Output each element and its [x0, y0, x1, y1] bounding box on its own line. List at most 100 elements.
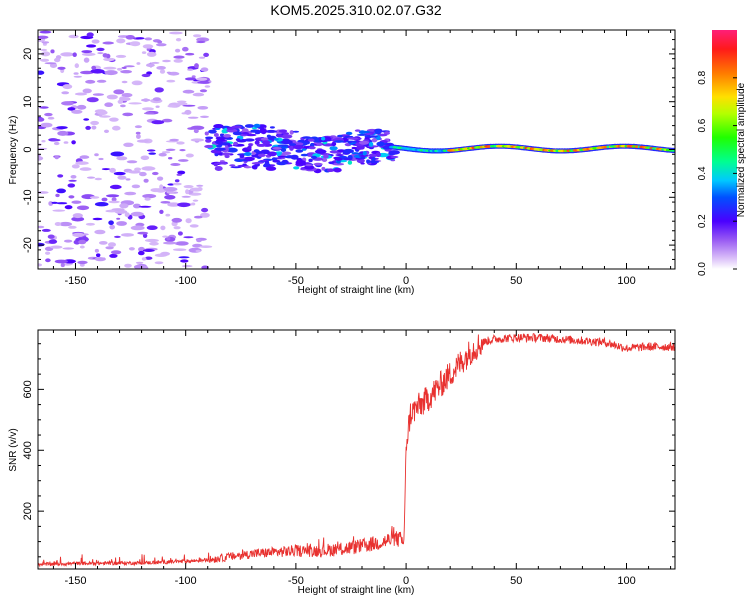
heatmap-blob — [134, 82, 142, 85]
heatmap-blob — [133, 203, 141, 209]
heatmap-blob — [242, 163, 247, 166]
heatmap-blob — [343, 148, 354, 154]
heatmap-blob — [161, 151, 171, 154]
heatmap-blob — [130, 225, 145, 231]
heatmap-blob — [337, 134, 343, 138]
heatmap-blob — [146, 51, 157, 57]
heatmap-blob — [241, 128, 249, 133]
heatmap-blob — [126, 160, 138, 164]
heatmap-blob — [142, 249, 155, 252]
x-tick-label: -50 — [288, 275, 304, 287]
heatmap-blob — [260, 149, 270, 155]
heatmap-blob — [135, 261, 144, 264]
heatmap-blob — [124, 263, 132, 268]
heatmap-blob — [73, 75, 83, 78]
heatmap-blob — [200, 67, 209, 72]
heatmap-blob — [68, 195, 75, 199]
heatmap-blob — [166, 71, 172, 74]
heatmap-blob — [193, 215, 203, 219]
heatmap-blob — [302, 136, 311, 139]
heatmap-blob — [261, 140, 271, 145]
heatmap-blob — [60, 52, 74, 57]
heatmap-blob — [52, 209, 66, 212]
heatmap-blob — [54, 57, 61, 63]
heatmap-blob — [68, 179, 77, 182]
heatmap-blob — [108, 220, 114, 225]
heatmap-blob — [301, 148, 307, 151]
heatmap-blob — [314, 149, 327, 154]
heatmap-blob — [290, 154, 299, 160]
heatmap-blob — [90, 69, 105, 74]
x-tick-label: -150 — [64, 575, 86, 587]
heatmap-blob — [178, 256, 190, 259]
heatmap-blob — [141, 257, 147, 261]
heatmap-blob — [199, 245, 213, 248]
heatmap-blob — [116, 38, 126, 44]
heatmap-blob — [321, 166, 326, 171]
heatmap-blob — [141, 166, 156, 171]
heatmap-blob — [96, 47, 105, 52]
heatmap-blob — [112, 125, 121, 131]
heatmap-blob — [86, 32, 94, 37]
heatmap-blob — [50, 245, 63, 249]
heatmap-blob — [368, 156, 373, 159]
heatmap-blob — [198, 56, 206, 59]
colorbar-tick-label: 0.0 — [697, 262, 708, 276]
heatmap-blob — [146, 225, 158, 230]
heatmap-blob — [190, 125, 205, 130]
heatmap-blob — [134, 167, 142, 172]
heatmap-blob — [185, 218, 192, 224]
heatmap-blob — [157, 40, 163, 44]
heatmap-blob — [214, 166, 223, 171]
heatmap-blob — [184, 77, 197, 81]
heatmap-blob — [201, 265, 209, 269]
heatmap-blob — [166, 79, 176, 83]
heatmap-blob — [85, 79, 96, 84]
heatmap-blob — [128, 102, 142, 105]
heatmap-blob — [213, 133, 219, 137]
heatmap-blob — [308, 146, 316, 150]
heatmap-blob — [76, 104, 87, 110]
heatmap-blob — [96, 79, 107, 83]
heatmap-blob — [85, 222, 95, 226]
heatmap-blob — [113, 171, 126, 176]
heatmap-blob — [313, 162, 323, 166]
heatmap-blob — [215, 148, 224, 151]
colorbar-label: Normalized spectral amplitude — [736, 82, 747, 217]
heatmap-blob — [281, 151, 292, 155]
heatmap-blob — [293, 144, 304, 150]
heatmap-blob — [38, 70, 45, 75]
colorbar-tick-label: 0.6 — [697, 118, 708, 132]
heatmap-blob — [94, 177, 103, 181]
heatmap-blob — [117, 175, 127, 180]
y-tick-label: -10 — [22, 189, 34, 205]
heatmap-blob — [327, 168, 335, 172]
heatmap-blob — [334, 140, 345, 143]
heatmap-blob — [388, 150, 401, 155]
heatmap-blob — [169, 31, 183, 35]
heatmap-blob — [71, 216, 85, 222]
heatmap-blob — [213, 124, 224, 129]
heatmap-blob — [102, 41, 114, 45]
heatmap-blob — [161, 118, 173, 123]
heatmap-blob — [96, 253, 101, 257]
heatmap-blob — [304, 165, 315, 170]
heatmap-blob — [166, 236, 171, 241]
heatmap-blob — [368, 141, 374, 147]
heatmap-blob — [217, 140, 223, 145]
heatmap-blob — [105, 246, 114, 250]
heatmap-blob — [106, 194, 120, 198]
heatmap-blob — [204, 144, 214, 149]
heatmap-blob — [256, 129, 261, 134]
heatmap-blob — [191, 202, 196, 206]
heatmap-blob — [82, 88, 92, 94]
heatmap-blob — [176, 100, 187, 103]
snr-x-label: Height of straight line (km) — [298, 585, 415, 596]
heatmap-blob — [121, 80, 128, 84]
heatmap-blob — [140, 155, 150, 161]
heatmap-blob — [257, 153, 266, 157]
heatmap-blob — [360, 156, 366, 160]
heatmap-blob — [38, 263, 43, 267]
heatmap-blob — [244, 124, 255, 128]
y-tick-label: 400 — [22, 441, 34, 459]
